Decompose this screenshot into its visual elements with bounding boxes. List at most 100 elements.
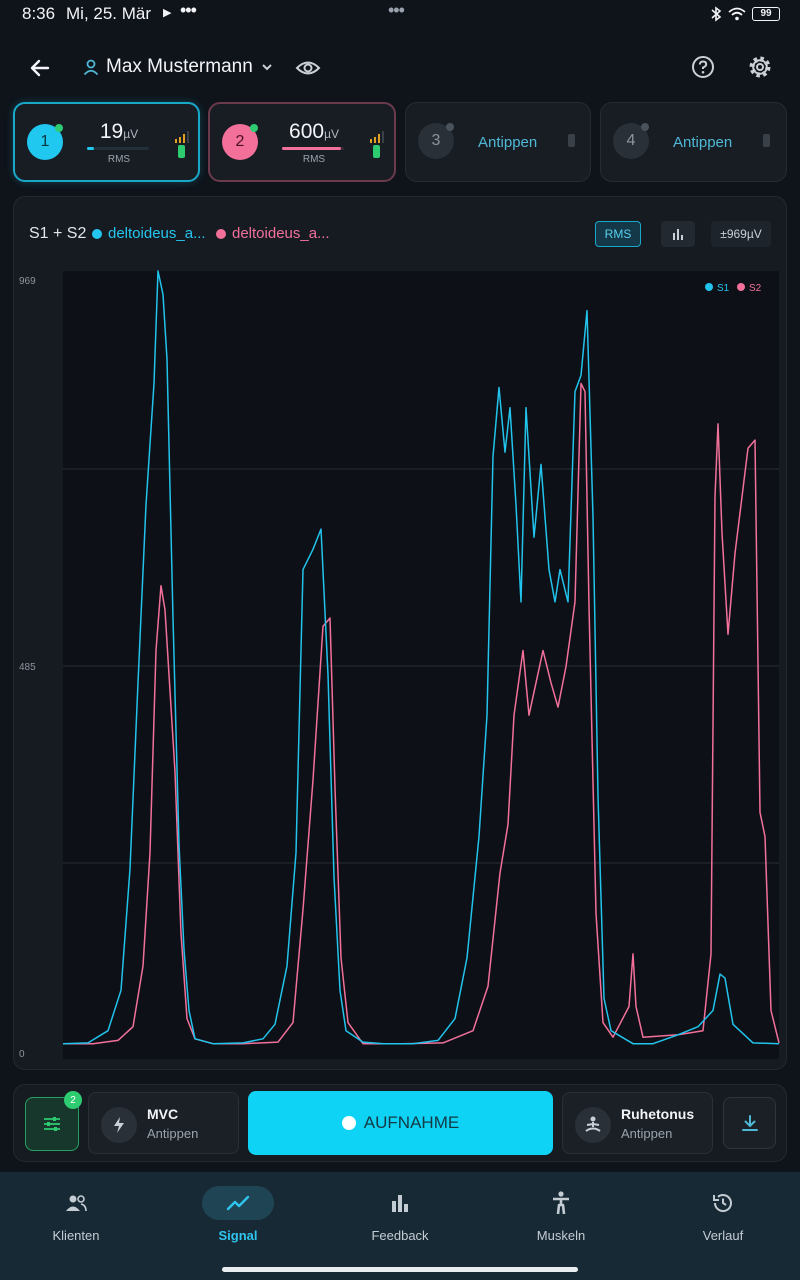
record-label: AUFNAHME — [363, 1113, 460, 1132]
level-bar-track — [87, 147, 149, 150]
channel-value: 600µV — [274, 120, 354, 144]
history-icon — [687, 1186, 759, 1220]
rms-mode-button[interactable]: RMS — [595, 221, 641, 247]
nav-label: Klienten — [52, 1228, 100, 1243]
more-notifications-icon: ••• — [180, 0, 197, 20]
channel-card-3[interactable]: 3 Antippen — [405, 102, 591, 182]
sliders-icon — [44, 1117, 60, 1131]
series-line-s2 — [63, 382, 780, 1045]
resting-tone-button[interactable]: Ruhetonus Antippen — [562, 1092, 713, 1154]
download-button[interactable] — [723, 1097, 776, 1149]
legend-dot-s2 — [216, 228, 226, 239]
bottom-navigation: Klienten Signal Feedback Muskeln Verlauf — [0, 1172, 800, 1280]
back-arrow-icon[interactable] — [26, 54, 54, 82]
status-date: Mi, 25. Mär — [66, 4, 152, 23]
tap-to-connect-label: Antippen — [673, 134, 733, 151]
action-bar: 2 MVC Antippen AUFNAHME Ruhetonus Antipp… — [13, 1084, 787, 1162]
lightning-icon — [101, 1107, 137, 1143]
home-indicator[interactable] — [222, 1267, 578, 1272]
channel-mode-label: RMS — [107, 154, 131, 165]
y-tick-mid: 485 — [19, 662, 36, 673]
signal-strength-icon — [175, 130, 189, 143]
download-icon — [741, 1115, 758, 1131]
plot-legend-label-s1: S1 — [717, 283, 730, 294]
record-dot-icon — [341, 1116, 356, 1130]
nav-item-verlauf[interactable]: Verlauf — [663, 1186, 783, 1256]
plot-legend-dot-s2 — [737, 283, 745, 291]
status-icons: 99 — [710, 5, 780, 23]
nav-label: Signal — [218, 1228, 258, 1243]
battery-level-icon — [373, 145, 380, 158]
nav-item-signal[interactable]: Signal — [178, 1186, 298, 1256]
trend-line-icon — [202, 1186, 274, 1220]
record-button[interactable]: AUFNAHME — [248, 1091, 553, 1155]
channel-card-1[interactable]: 1 19µV RMS — [13, 102, 200, 182]
mvc-button[interactable]: MVC Antippen — [88, 1092, 239, 1154]
chart-title: S1 + S2 — [29, 225, 87, 242]
connection-dot — [55, 124, 63, 132]
channel-card-4[interactable]: 4 Antippen — [600, 102, 787, 182]
legend-dot-s1 — [92, 228, 102, 239]
people-icon — [40, 1186, 112, 1220]
plot-legend-dot-s1 — [705, 283, 713, 291]
chevron-down-icon — [262, 64, 272, 71]
channel-value: 19µV — [79, 120, 159, 144]
bar-chart-icon — [673, 229, 683, 240]
status-bar: 8:36 Mi, 25. Mär ▶ ••• ••• 99 — [0, 0, 800, 28]
legend-item-s2[interactable]: deltoideus_a... — [216, 225, 330, 242]
media-play-icon: ▶ — [163, 7, 172, 19]
legend-label-s1: deltoideus_a... — [108, 225, 206, 242]
channel-value-unit: µV — [123, 127, 139, 141]
battery-level-icon — [763, 134, 770, 147]
channel-card-2[interactable]: 2 600µV RMS — [208, 102, 396, 182]
battery-icon: 99 — [752, 7, 780, 21]
bluetooth-icon — [711, 6, 722, 22]
connection-dot — [446, 123, 454, 131]
signal-strength-icon — [370, 130, 384, 143]
emg-signal-plot[interactable]: 969 485 0 S1 S2 — [14, 267, 788, 1067]
app-bar: Max Mustermann — [0, 40, 800, 96]
plot-legend: S1 S2 — [705, 283, 762, 294]
plot-area-background — [63, 271, 779, 1059]
connection-dot — [250, 124, 258, 132]
signal-chart-card: S1 + S2 deltoideus_a... deltoideus_a... … — [13, 196, 787, 1070]
legend-item-s1[interactable]: deltoideus_a... — [92, 225, 206, 242]
person-icon — [83, 59, 99, 76]
nav-item-muskeln[interactable]: Muskeln — [501, 1186, 621, 1256]
tap-to-connect-label: Antippen — [478, 134, 538, 151]
status-time: 8:36 — [22, 4, 56, 23]
settings-icon[interactable] — [746, 53, 774, 81]
bar-view-button[interactable] — [661, 221, 695, 247]
legend-label-s2: deltoideus_a... — [232, 225, 330, 242]
channel-value-number: 19 — [99, 120, 124, 143]
channel-mode-label: RMS — [302, 154, 326, 165]
multitask-dots-icon[interactable]: ••• — [388, 0, 405, 20]
nav-item-feedback[interactable]: Feedback — [340, 1186, 460, 1256]
nav-item-klienten[interactable]: Klienten — [16, 1186, 136, 1256]
user-name: Max Mustermann — [106, 56, 253, 77]
meditation-icon — [575, 1107, 611, 1143]
help-icon[interactable] — [690, 54, 716, 80]
nav-label: Verlauf — [702, 1228, 744, 1243]
nav-label: Muskeln — [536, 1228, 586, 1243]
y-tick-max: 969 — [19, 276, 36, 287]
battery-level-icon — [178, 145, 185, 158]
nav-label: Feedback — [371, 1228, 429, 1243]
filter-count-badge: 2 — [64, 1091, 82, 1109]
connection-dot — [641, 123, 649, 131]
plot-legend-label-s2: S2 — [749, 283, 762, 294]
user-selector[interactable]: Max Mustermann — [82, 56, 275, 78]
person-standing-icon — [525, 1186, 597, 1220]
wifi-icon — [728, 7, 746, 21]
channel-value-number: 600 — [289, 120, 325, 143]
resting-tone-title: Ruhetonus — [621, 1106, 695, 1122]
bar-chart-icon — [364, 1186, 436, 1220]
mvc-subtitle: Antippen — [147, 1126, 199, 1141]
range-button[interactable]: ±969µV — [711, 221, 771, 247]
y-tick-zero: 0 — [19, 1049, 25, 1060]
eye-icon[interactable] — [294, 54, 322, 82]
level-bar-track — [282, 147, 344, 150]
series-line-s1 — [62, 270, 780, 1045]
channel-value-unit: µV — [324, 127, 339, 141]
mvc-title: MVC — [147, 1106, 179, 1122]
